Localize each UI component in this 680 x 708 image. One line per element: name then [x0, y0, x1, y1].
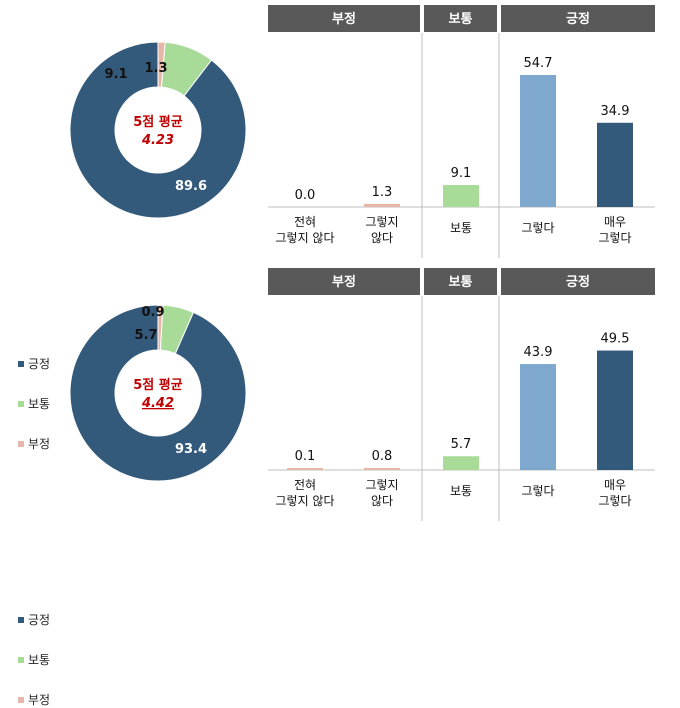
bar-category-label-4: 그렇다: [598, 230, 631, 245]
bar-category-label-2: 보통: [450, 221, 472, 235]
bar-value-1: 1.3: [372, 185, 393, 200]
header-label-0: 부정: [332, 11, 356, 27]
bar-category-label-4: 매우: [604, 215, 626, 229]
bar-category-label-0: 전혀: [294, 478, 316, 492]
legend-item-negative: 부정: [18, 691, 50, 708]
donut-label-positive: 93.4: [175, 442, 207, 457]
bar-category-label-3: 그렇다: [521, 220, 554, 235]
legend-label-neutral: 보통: [28, 397, 51, 411]
bar-1: [364, 203, 400, 207]
bar-4: [597, 350, 633, 470]
header-0: [268, 268, 420, 295]
header-1: [424, 268, 497, 295]
legend-label-positive: 긍정: [28, 613, 51, 627]
bar-category-label-0: 그렇지 않다: [275, 493, 334, 508]
donut-label-negative: 0.9: [141, 305, 164, 320]
bar-value-0: 0.1: [295, 449, 316, 464]
header-label-1: 보통: [449, 12, 473, 27]
bar-2: [443, 456, 479, 470]
legend-label-negative: 부정: [28, 437, 51, 451]
bar-1: [364, 468, 400, 470]
legend-swatch-positive: [18, 616, 24, 623]
legend-swatch-negative: [18, 440, 24, 447]
bar-category-label-1: 않다: [371, 494, 393, 508]
header-label-2: 긍정: [566, 274, 590, 290]
legend-swatch-positive: [18, 360, 24, 367]
donut-label-positive: 89.6: [175, 179, 207, 194]
avg-value: 4.42: [141, 396, 174, 411]
bar-value-1: 0.8: [372, 449, 393, 464]
bar-value-3: 54.7: [524, 56, 553, 71]
legend-item-positive: 긍정: [18, 611, 50, 628]
legend-swatch-negative: [18, 696, 24, 703]
header-label-2: 긍정: [566, 11, 590, 27]
bar-value-3: 43.9: [524, 345, 553, 360]
legend-label-positive: 긍정: [28, 357, 51, 371]
donut-label-neutral: 9.1: [104, 67, 127, 82]
bar-category-label-1: 그렇지: [365, 214, 398, 229]
header-label-1: 보통: [449, 275, 473, 290]
bar-value-2: 9.1: [451, 166, 472, 181]
header-0: [268, 5, 420, 32]
header-2: [501, 5, 655, 32]
bar-3: [520, 75, 556, 207]
avg-value: 4.23: [141, 133, 174, 148]
bar-value-4: 49.5: [601, 332, 630, 347]
bar-category-label-3: 그렇다: [521, 483, 554, 498]
header-label-0: 부정: [332, 274, 356, 290]
donut-label-neutral: 5.7: [134, 328, 157, 343]
header-1: [424, 5, 497, 32]
legend-item-negative: 부정: [18, 435, 50, 452]
bar-2: [443, 185, 479, 207]
legend-swatch-neutral: [18, 656, 24, 663]
bar-value-2: 5.7: [451, 437, 472, 452]
bar-category-label-4: 그렇다: [598, 493, 631, 508]
donut-slice-positive: [69, 304, 247, 482]
bar-category-label-1: 그렇지: [365, 477, 398, 492]
avg-label: 5점 평균: [133, 377, 182, 393]
bar-value-4: 34.9: [601, 104, 630, 119]
bar-0: [287, 468, 323, 470]
avg-label: 5점 평균: [133, 114, 182, 130]
bar-category-label-0: 전혀: [294, 215, 316, 229]
legend-swatch-neutral: [18, 400, 24, 407]
chart-panel-2: 93.4 5.7 0.9 5점 평균 4.42 부정 보통 긍정 0.1 전혀 그렇지 않다 0.8 그…: [0, 263, 680, 707]
bar-category-label-1: 않다: [371, 231, 393, 245]
header-2: [501, 268, 655, 295]
donut-label-negative: 1.3: [144, 61, 167, 76]
legend-item-neutral: 보통: [18, 651, 50, 668]
bar-category-label-2: 보통: [450, 484, 472, 498]
legend-item-positive: 긍정: [18, 355, 50, 372]
bar-3: [520, 364, 556, 470]
bar-category-label-0: 그렇지 않다: [275, 230, 334, 245]
legend-label-neutral: 보통: [28, 653, 51, 667]
bar-value-0: 0.0: [295, 188, 316, 203]
donut-slice-positive: [69, 41, 247, 219]
chart-panel-1: 89.6 9.1 1.3 5점 평균 4.23 부정 보통 긍정 0.0 전혀 그렇지 않다 1.3 그…: [0, 0, 680, 451]
legend-item-neutral: 보통: [18, 395, 50, 412]
bar-category-label-4: 매우: [604, 478, 626, 492]
legend-label-negative: 부정: [28, 693, 51, 707]
bar-4: [597, 122, 633, 207]
